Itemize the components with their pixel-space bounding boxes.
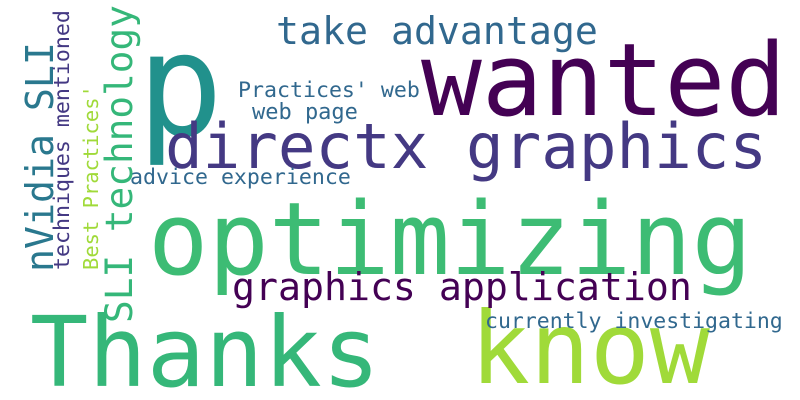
word-currently-investigating: currently investigating [485, 311, 783, 333]
word-graphics-application: graphics application [232, 269, 692, 307]
word-practices-web: Practices' web [238, 80, 420, 102]
word-thanks: Thanks [30, 305, 380, 400]
word-sli-technology: SLI technology [101, 5, 139, 323]
word-best-practices: Best Practices' [81, 85, 101, 270]
word-advice-experience: advice experience [130, 167, 351, 189]
word-web-page: web page [252, 102, 358, 124]
word-take-advantage: take advantage [276, 13, 598, 51]
word-techniques-mentioned: techniques mentioned [52, 10, 74, 270]
